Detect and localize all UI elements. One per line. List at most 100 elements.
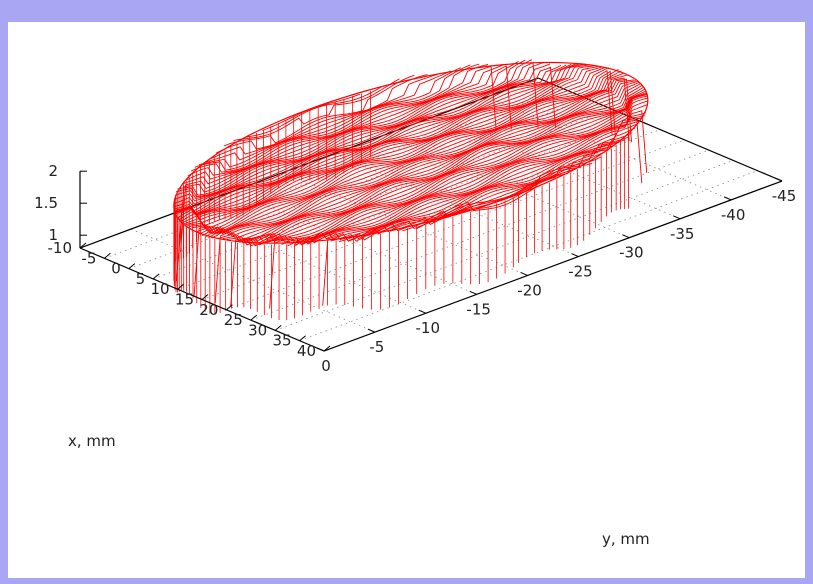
y-tick-mark xyxy=(469,290,477,295)
y-tick-mark xyxy=(520,271,528,276)
z-tick-label: 1 xyxy=(48,226,58,244)
x-tick-mark xyxy=(104,252,111,259)
y-tick-label: -30 xyxy=(619,244,644,262)
grid-line-y xyxy=(181,209,426,314)
x-tick-mark xyxy=(323,345,331,352)
coin-scanline xyxy=(196,72,625,235)
coin-scanline xyxy=(287,112,647,247)
coin-scanline xyxy=(173,63,551,205)
coin-scanline xyxy=(245,86,383,138)
y-tick-mark xyxy=(774,177,783,182)
y-tick-label: 0 xyxy=(321,357,331,375)
coin-scanline xyxy=(205,78,633,238)
coin-scanline xyxy=(226,84,643,246)
coin-scanline xyxy=(203,70,451,164)
coin-scanline xyxy=(243,92,647,244)
x-tick-label: 35 xyxy=(273,332,292,350)
x-tick-label: 10 xyxy=(151,280,170,298)
coin-scanline xyxy=(416,162,593,230)
x-tick-label: 30 xyxy=(248,321,267,339)
surface-mesh xyxy=(173,59,649,321)
x-tick-label: 0 xyxy=(111,260,121,278)
x-tick-label: -5 xyxy=(81,249,96,267)
y-tick-label: -5 xyxy=(369,338,384,356)
coin-scanline xyxy=(190,63,480,173)
coin-scanline xyxy=(173,64,567,214)
coin-scanline xyxy=(176,63,586,282)
y-tick-label: -25 xyxy=(568,263,593,281)
coin-scanline xyxy=(187,64,489,177)
coin-scanline xyxy=(263,97,649,243)
coin-scanlines xyxy=(173,59,649,309)
coin-scanline xyxy=(248,93,648,243)
y-tick-label: -20 xyxy=(517,281,542,299)
y-tick-label: -15 xyxy=(466,300,491,318)
y-tick-label: -35 xyxy=(670,225,695,243)
y-tick-label: -45 xyxy=(772,187,797,205)
x-tick-mark xyxy=(226,304,233,311)
coin-scanline xyxy=(357,139,625,240)
coin-scanline xyxy=(208,79,634,239)
coin-scanline xyxy=(201,77,630,237)
x-tick-mark xyxy=(177,283,184,290)
x-tick-mark xyxy=(79,242,87,249)
x-tick-mark xyxy=(250,314,258,321)
coin-scanline xyxy=(187,69,613,232)
grid-line-y xyxy=(232,190,477,295)
coin-scanline xyxy=(275,104,648,245)
y-tick-mark xyxy=(418,309,426,314)
coin-scanline xyxy=(234,88,646,247)
base-plane-front-edges xyxy=(79,170,783,352)
coin-scanline xyxy=(347,136,629,242)
coin-scanline xyxy=(307,119,643,244)
coin-scanline xyxy=(223,74,415,147)
grid-line-x xyxy=(250,149,709,321)
tick-labels: -10-50510152025303540-45-40-35-30-25-20-… xyxy=(34,162,796,375)
y-axis-title: y, mm xyxy=(602,530,650,548)
x-tick-mark xyxy=(152,273,160,280)
coin-scanline xyxy=(222,83,642,244)
x-tick-mark xyxy=(201,294,209,300)
y-tick-mark xyxy=(367,328,376,333)
coin-scanline xyxy=(173,64,562,212)
grid-line-x xyxy=(299,170,758,342)
coin-scanline xyxy=(178,65,594,221)
x-tick-label: 40 xyxy=(297,342,316,360)
x-tick-label: 15 xyxy=(175,291,194,309)
base-edge-right xyxy=(537,77,783,182)
coin-scanline xyxy=(209,73,440,160)
coin-scanline xyxy=(300,117,644,246)
coin-scanline xyxy=(194,64,471,171)
coin-scanline xyxy=(175,62,539,200)
coin-scanline xyxy=(189,70,616,234)
coin-scanline xyxy=(293,115,645,247)
coin-scanline xyxy=(193,70,622,297)
coin-scanline xyxy=(179,66,598,223)
coin-scanline xyxy=(176,59,532,198)
coin-scanline xyxy=(211,80,636,239)
y-tick-mark xyxy=(316,347,325,352)
y-tick-label: -10 xyxy=(416,319,441,337)
coin-scanline xyxy=(178,61,519,255)
grid-line-x xyxy=(226,139,685,311)
grid-line-x xyxy=(128,98,587,269)
coin-scanline xyxy=(230,86,645,306)
x-tick-label: 5 xyxy=(136,270,146,288)
grid-line-x xyxy=(153,108,612,280)
grid-line-x xyxy=(177,118,636,290)
coin-scanline xyxy=(330,127,636,242)
coin-scanline xyxy=(402,156,601,232)
y-tick-mark xyxy=(673,215,681,220)
x-tick-mark xyxy=(299,335,306,342)
coin-scanline xyxy=(177,64,590,219)
coin-scanline xyxy=(253,94,648,242)
coin-scanline xyxy=(198,67,461,168)
coin-scanline xyxy=(269,100,648,309)
x-tick-label: -10 xyxy=(48,239,73,257)
x-tick-mark xyxy=(274,325,282,331)
base-plane-back-edges xyxy=(79,77,783,249)
z-tick-label: 1.5 xyxy=(34,194,58,212)
z-tick-label: 2 xyxy=(48,162,58,180)
x-tick-label: 25 xyxy=(224,311,243,329)
plot-frame: -10 -5 0 5 10 15 20 25 30 35 40 -45 -40 -35 -30 -25 -20-… xyxy=(8,22,805,578)
